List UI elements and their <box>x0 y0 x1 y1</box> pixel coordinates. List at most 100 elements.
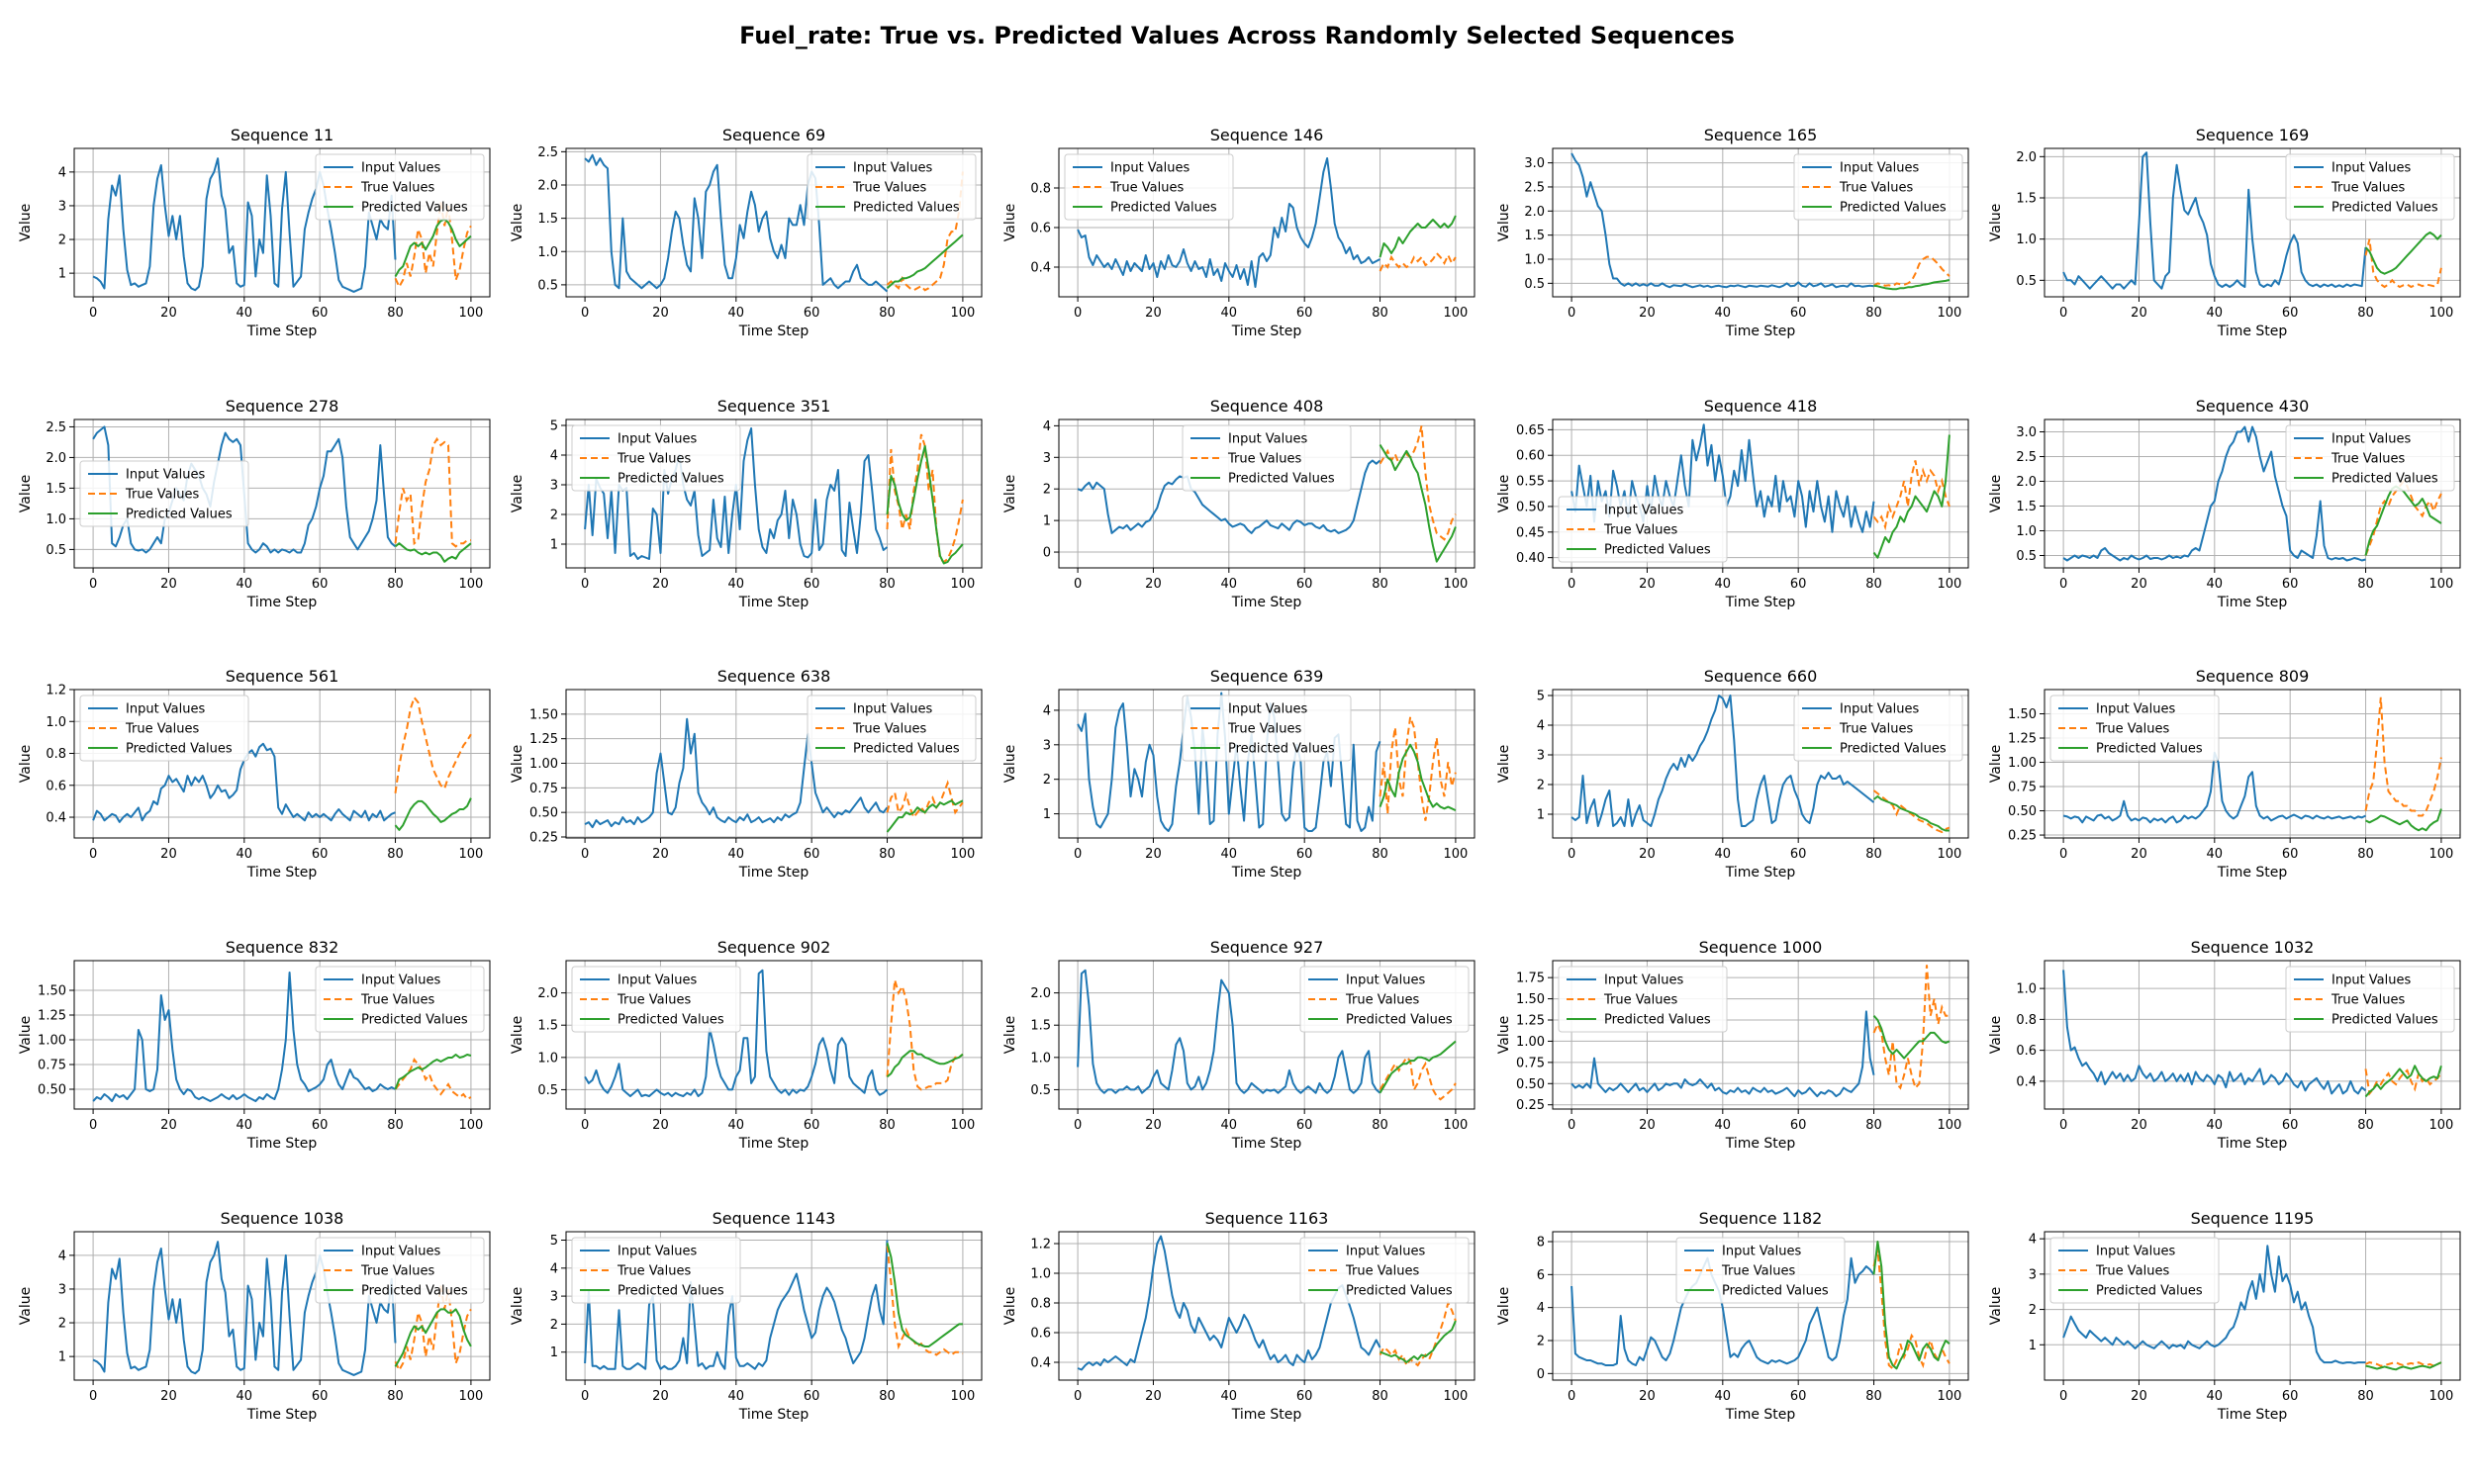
y-tick-label: 2 <box>550 509 558 523</box>
legend-label-predicted: Predicted Values <box>126 508 233 522</box>
x-tick-label: 80 <box>1372 847 1388 862</box>
x-tick-label: 0 <box>1568 1118 1575 1133</box>
y-tick-label: 0.25 <box>1516 1098 1545 1113</box>
legend-label-predicted: Predicted Values <box>1840 742 1947 757</box>
x-tick-label: 60 <box>2282 577 2299 592</box>
legend-label-predicted: Predicted Values <box>1228 472 1335 487</box>
subplot: 0 20 40 60 80 100 0.5 1.0 1.5 2.0 Sequence 902 Time… <box>510 938 983 1152</box>
x-tick-label: 60 <box>1296 577 1313 592</box>
axes-frame <box>1552 418 1969 569</box>
predicted-values-line <box>2365 1361 2442 1371</box>
x-axis-label: Time Step <box>1725 1136 1796 1152</box>
x-axis-label: Time Step <box>738 865 809 881</box>
x-axis-label: Time Step <box>246 1136 318 1152</box>
x-tick-label: 20 <box>160 1118 177 1133</box>
axes-frame <box>73 960 491 1110</box>
y-tick-label: 1.0 <box>46 512 66 527</box>
predicted-values-line <box>394 218 472 277</box>
legend-label-true: True Values <box>852 722 926 737</box>
axes-frame <box>1058 418 1475 569</box>
x-tick-label: 40 <box>237 1389 253 1404</box>
subplot-title: Sequence 69 <box>722 126 825 144</box>
x-axis-label: Time Step <box>738 1136 809 1152</box>
y-tick-label: 1 <box>2029 1339 2037 1353</box>
y-tick-label: 0.5 <box>537 1083 558 1098</box>
x-tick-label: 60 <box>1790 1389 1807 1404</box>
subplot-title: Sequence 639 <box>1210 667 1324 686</box>
y-tick-label: 4 <box>2029 1233 2037 1248</box>
x-tick-label: 100 <box>458 306 483 321</box>
legend-label-input: Input Values <box>1722 1245 1801 1259</box>
legend-box <box>1793 695 1963 762</box>
legend-label-predicted: Predicted Values <box>618 1284 724 1299</box>
legend: Input Values True Values Predicted Values <box>79 695 249 762</box>
x-tick-label: 80 <box>1372 1389 1388 1404</box>
legend-label-predicted: Predicted Values <box>1346 1284 1453 1299</box>
x-tick-label: 40 <box>728 1118 745 1133</box>
x-tick-label: 60 <box>1296 306 1313 321</box>
y-tick-label: 1.0 <box>1524 253 1545 268</box>
legend-label-input: Input Values <box>618 974 697 988</box>
legend-label-input: Input Values <box>1604 974 1683 988</box>
x-tick-label: 80 <box>387 306 404 321</box>
x-tick-label: 40 <box>1715 847 1732 862</box>
x-tick-label: 40 <box>1715 1118 1732 1133</box>
x-tick-label: 0 <box>89 577 97 592</box>
legend-label-input: Input Values <box>126 702 205 717</box>
subplot: 0 20 40 60 80 100 0.25 0.50 0.75 1.00 1.25 1.50 1.75… <box>1496 938 1969 1152</box>
legend: Input Values True Values Predicted Values <box>79 460 249 527</box>
legend-label-true: True Values <box>125 488 199 503</box>
x-tick-label: 80 <box>1372 577 1388 592</box>
legend-box <box>315 966 485 1033</box>
y-tick-label: 4 <box>58 1249 66 1263</box>
y-tick-label: 0.75 <box>38 1059 66 1073</box>
y-axis-label: Value <box>1496 204 1512 241</box>
x-tick-label: 60 <box>1790 1118 1807 1133</box>
y-tick-label: 4 <box>1043 703 1051 718</box>
subplot: 0 20 40 60 80 100 0.4 0.6 0.8 1.0 Sequence 1032 Tim… <box>1988 938 2461 1152</box>
subplot: 0 20 40 60 80 100 0.25 0.50 0.75 1.00 1.25 1.50 Sequ… <box>510 667 983 881</box>
y-tick-label: 1 <box>1043 807 1051 822</box>
x-axis-label: Time Step <box>246 324 318 339</box>
predicted-values-line <box>1872 795 1950 832</box>
x-tick-label: 20 <box>1639 1389 1656 1404</box>
x-tick-label: 60 <box>1790 577 1807 592</box>
y-tick-label: 0.25 <box>2008 829 2037 844</box>
x-tick-label: 0 <box>1074 577 1082 592</box>
subplot-title: Sequence 1032 <box>2191 938 2315 957</box>
input-values-line <box>1570 1010 1875 1098</box>
y-tick-label: 1.00 <box>1516 1035 1545 1050</box>
legend-label-true: True Values <box>1839 181 1913 196</box>
legend-label-true: True Values <box>1603 523 1677 538</box>
y-tick-label: 5 <box>1537 690 1545 704</box>
x-tick-label: 40 <box>2207 1118 2224 1133</box>
true-values-line <box>1872 965 1950 1090</box>
axes-frame <box>2044 960 2461 1110</box>
y-tick-label: 3 <box>1043 451 1051 466</box>
legend-box <box>315 153 485 221</box>
x-tick-label: 80 <box>1372 306 1388 321</box>
true-values-line <box>886 171 964 292</box>
y-tick-label: 2.5 <box>1524 180 1545 195</box>
y-tick-label: 2.0 <box>2016 150 2037 165</box>
subplot-title: Sequence 902 <box>717 938 831 957</box>
true-values-line <box>1379 251 1457 272</box>
x-tick-label: 40 <box>237 847 253 862</box>
predicted-values-line <box>1379 1040 1457 1094</box>
x-tick-label: 100 <box>1937 847 1961 862</box>
predicted-values-line <box>1379 743 1457 812</box>
legend-label-input: Input Values <box>361 1245 440 1259</box>
y-tick-label: 0 <box>1043 546 1051 561</box>
legend-label-input: Input Values <box>1346 1245 1425 1259</box>
x-tick-label: 100 <box>2428 847 2453 862</box>
legend: Input Values True Values Predicted Values <box>1793 153 1963 221</box>
legend-label-input: Input Values <box>361 161 440 176</box>
legend-label-true: True Values <box>852 181 926 196</box>
x-tick-label: 60 <box>312 306 329 321</box>
x-tick-label: 0 <box>1568 577 1575 592</box>
legend-label-predicted: Predicted Values <box>853 742 960 757</box>
subplot-title: Sequence 418 <box>1704 397 1818 416</box>
legend-label-input: Input Values <box>1840 702 1919 717</box>
y-tick-label: 3.0 <box>2016 425 2037 440</box>
x-tick-label: 20 <box>1639 847 1656 862</box>
